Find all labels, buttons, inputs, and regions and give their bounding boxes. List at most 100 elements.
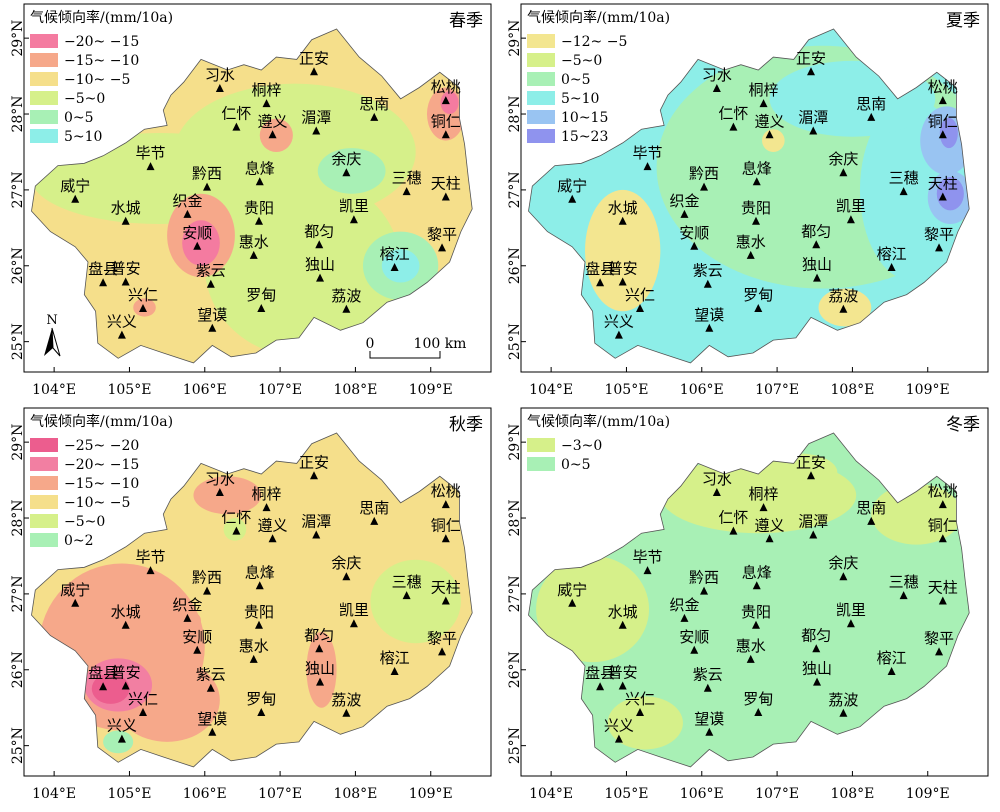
station-marker — [208, 323, 217, 332]
station-marker — [71, 598, 80, 607]
station-marker — [183, 613, 192, 622]
station-marker — [867, 516, 876, 525]
station-label: 贵阳 — [244, 603, 274, 621]
x-tick-label: 108°E — [830, 382, 874, 398]
station-label: 望谟 — [197, 710, 227, 728]
legend-swatch — [527, 457, 555, 471]
station-label: 兴仁 — [128, 690, 158, 708]
station-label: 普安 — [608, 663, 638, 681]
station-label: 织金 — [669, 192, 699, 210]
province-outline — [31, 28, 473, 364]
station-label: 桐梓 — [252, 81, 282, 99]
station-marker — [839, 572, 848, 581]
station-marker — [203, 586, 212, 595]
station-label: 织金 — [172, 192, 202, 210]
station-label: 铜仁 — [928, 516, 958, 534]
station-label: 仁怀 — [221, 105, 251, 123]
station-label: 兴义 — [107, 717, 137, 735]
station-label: 余庆 — [828, 150, 858, 168]
isoline-region — [223, 518, 247, 541]
legend-label: −15~ −10 — [64, 53, 139, 69]
isoline-region — [536, 555, 650, 663]
scale-bar — [369, 351, 441, 359]
station-label: 独山 — [305, 660, 335, 678]
station-label: 普安 — [111, 663, 141, 681]
map-svg: 104°E 105°E 106°E 107°E 108°E 109°E 29°N 28°N 27… — [10, 3, 492, 398]
station-marker — [765, 534, 774, 543]
legend-label: 10~15 — [561, 110, 608, 126]
station-marker — [342, 572, 351, 581]
scale-label: 0 — [366, 336, 375, 352]
station-marker — [690, 241, 699, 250]
station-label: 贵阳 — [741, 603, 771, 621]
station-marker — [700, 586, 709, 595]
station-marker — [568, 598, 577, 607]
station-marker — [806, 67, 815, 76]
season-title: 夏季 — [946, 11, 980, 31]
map-panel-autumn: 104°E 105°E 106°E 107°E 108°E 109°E 29°N 28°N 27… — [0, 404, 503, 812]
station-marker — [121, 620, 130, 629]
station-marker — [846, 619, 855, 628]
station-label: 安顺 — [182, 224, 212, 242]
station-label: 凯里 — [339, 601, 369, 619]
station-label: 兴仁 — [625, 286, 655, 304]
legend-swatch — [30, 476, 58, 490]
station-label: 安顺 — [182, 628, 212, 646]
isoline-region — [370, 559, 461, 644]
station-marker — [705, 323, 714, 332]
y-tick-label: 26°N — [507, 651, 523, 688]
y-tick-label: 29°N — [507, 20, 523, 57]
station-marker — [614, 330, 623, 339]
isoline-region — [259, 118, 293, 152]
station-marker — [754, 304, 763, 313]
station-label: 仁怀 — [718, 509, 748, 527]
x-tick-label: 104°E — [529, 382, 573, 398]
station-label: 惠水 — [736, 637, 766, 655]
x-tick-label: 107°E — [755, 382, 799, 398]
station-marker — [899, 187, 908, 196]
station-marker — [268, 130, 277, 139]
station-label: 三穗 — [889, 169, 919, 187]
station-marker — [614, 734, 623, 743]
station-label: 独山 — [305, 256, 335, 274]
station-marker — [887, 263, 896, 272]
legend-label: −20~ −15 — [64, 34, 139, 50]
station-marker — [813, 273, 822, 282]
station-label: 遵义 — [755, 112, 785, 130]
legend-label: −15~ −10 — [64, 476, 139, 492]
x-tick-label: 104°E — [32, 382, 76, 398]
station-label: 思南 — [359, 499, 389, 517]
y-tick-label: 27°N — [507, 171, 523, 208]
x-tick-label: 104°E — [529, 786, 573, 802]
station-marker — [139, 304, 148, 313]
station-label: 天柱 — [431, 578, 461, 596]
legend-label: 15~23 — [561, 129, 608, 145]
x-tick-label: 108°E — [333, 786, 377, 802]
station-marker — [846, 215, 855, 224]
season-title: 冬季 — [946, 415, 980, 435]
station-marker — [146, 566, 155, 575]
station-marker — [809, 126, 818, 135]
station-marker — [193, 645, 202, 654]
station-label: 普安 — [608, 259, 638, 277]
legend-swatch — [30, 514, 58, 528]
station-marker — [618, 620, 627, 629]
isoline-region — [193, 476, 262, 515]
station-marker — [255, 216, 264, 225]
station-label: 紫云 — [196, 666, 226, 684]
y-tick-label: 28°N — [507, 95, 523, 132]
station-label: 水城 — [111, 603, 141, 621]
station-marker — [899, 591, 908, 600]
station-label: 遵义 — [258, 516, 288, 534]
station-label: 望谟 — [694, 306, 724, 324]
station-marker — [121, 277, 130, 286]
x-tick-label: 106°E — [680, 786, 724, 802]
station-marker — [257, 304, 266, 313]
legend-label: 5~10 — [64, 129, 102, 145]
y-tick-label: 25°N — [10, 727, 26, 764]
station-label: 毕节 — [136, 548, 166, 566]
station-label: 湄潭 — [301, 108, 331, 126]
station-label: 罗甸 — [246, 286, 276, 304]
station-marker — [342, 708, 351, 717]
station-label: 威宁 — [60, 581, 90, 599]
